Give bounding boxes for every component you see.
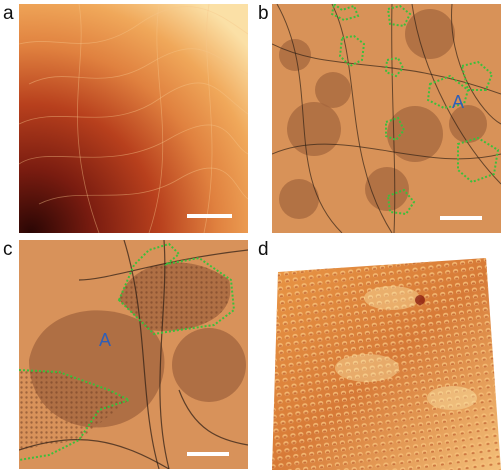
domain-label-b: A (452, 92, 464, 112)
panel-a-topography (19, 4, 248, 233)
panel-c-zoomed-domain: A (19, 240, 248, 469)
panel-label-a: a (3, 3, 14, 24)
panel-label-d: d (258, 239, 269, 260)
scale-bar-b (440, 216, 482, 220)
panel-b-domain-map: A (272, 4, 501, 233)
panel-label-b: b (258, 3, 269, 24)
scale-bar-a (187, 214, 232, 218)
panel-label-c: c (3, 239, 13, 260)
panel-d-3d-surface (272, 258, 501, 470)
scale-bar-c (187, 452, 229, 456)
domain-label-c: A (99, 330, 111, 350)
